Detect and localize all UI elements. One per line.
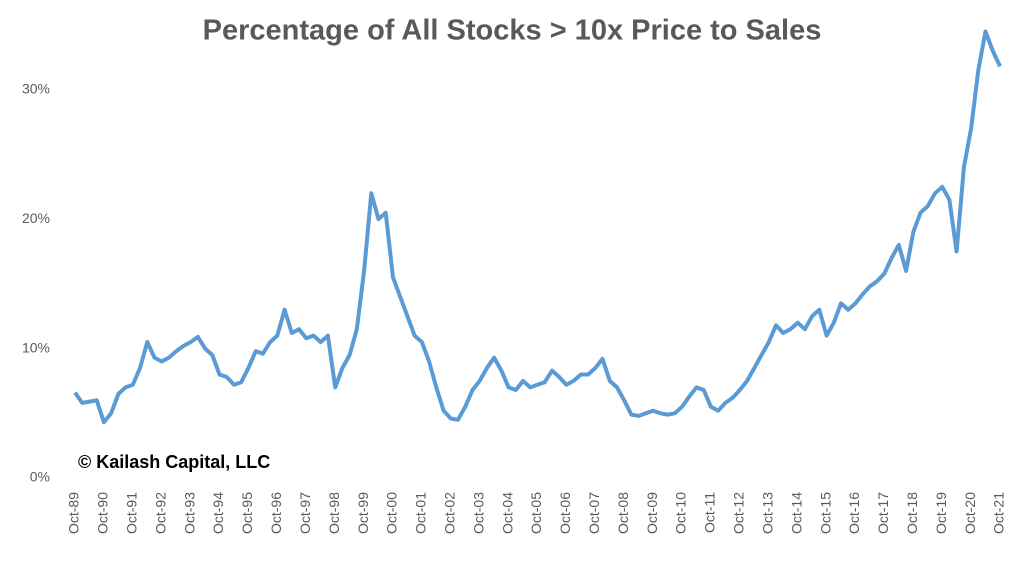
y-tick-label: 0% <box>30 469 50 485</box>
x-tick-label: Oct-06 <box>557 492 573 534</box>
x-tick-label: Oct-07 <box>586 492 602 534</box>
x-tick-label: Oct-99 <box>355 492 371 534</box>
y-tick-label: 30% <box>22 80 50 96</box>
x-tick-label: Oct-11 <box>702 492 718 533</box>
x-tick-label: Oct-16 <box>846 492 862 534</box>
x-tick-label: Oct-10 <box>673 492 689 534</box>
x-tick-label: Oct-91 <box>124 492 140 534</box>
x-tick-label: Oct-92 <box>152 492 168 534</box>
x-tick-label: Oct-13 <box>759 492 775 534</box>
x-tick-label: Oct-98 <box>326 492 342 534</box>
x-tick-label: Oct-18 <box>904 492 920 534</box>
x-tick-label: Oct-04 <box>499 492 515 534</box>
x-tick-label: Oct-17 <box>875 492 891 534</box>
data-line <box>73 29 1002 425</box>
x-tick-label: Oct-93 <box>181 492 197 534</box>
x-tick-label: Oct-90 <box>95 492 111 534</box>
annotation: © Kailash Capital, LLC <box>78 452 270 472</box>
x-tick-label: Oct-01 <box>413 492 429 534</box>
x-tick-label: Oct-12 <box>731 492 747 534</box>
x-tick-label: Oct-15 <box>817 492 833 534</box>
x-tick-label: Oct-08 <box>615 492 631 534</box>
x-tick-label: Oct-02 <box>441 492 457 534</box>
x-tick-label: Oct-03 <box>470 492 486 534</box>
y-tick-label: 10% <box>22 339 50 355</box>
x-tick-label: Oct-19 <box>933 492 949 534</box>
x-tick-label: Oct-89 <box>66 492 82 534</box>
x-tick-label: Oct-94 <box>210 492 226 534</box>
x-tick-label: Oct-97 <box>297 492 313 534</box>
x-tick-label: Oct-21 <box>991 492 1007 534</box>
x-tick-label: Oct-00 <box>384 492 400 534</box>
y-tick-label: 20% <box>22 210 50 226</box>
x-tick-label: Oct-96 <box>268 492 284 534</box>
chart-title: Percentage of All Stocks > 10x Price to … <box>203 15 822 47</box>
x-tick-label: Oct-20 <box>962 492 978 534</box>
x-tick-label: Oct-95 <box>239 492 255 534</box>
x-tick-label: Oct-09 <box>644 492 660 534</box>
x-tick-label: Oct-05 <box>528 492 544 534</box>
x-tick-label: Oct-14 <box>788 492 804 534</box>
